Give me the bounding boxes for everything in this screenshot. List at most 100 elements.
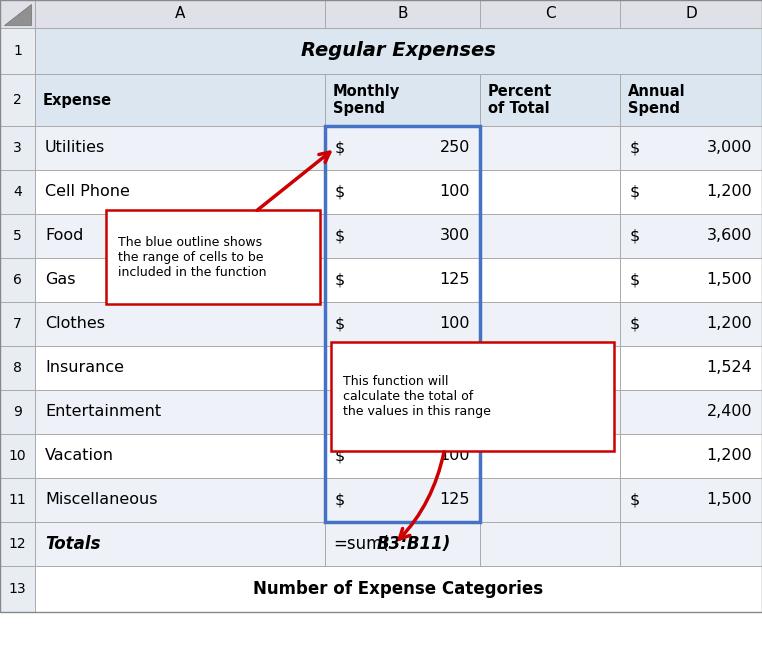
Bar <box>0 0 35 28</box>
Text: 6: 6 <box>13 273 22 287</box>
Text: $: $ <box>335 449 345 463</box>
Polygon shape <box>4 4 31 25</box>
Bar <box>0 434 35 478</box>
Bar <box>480 434 620 478</box>
Bar <box>325 390 480 434</box>
Bar <box>620 302 762 346</box>
Bar <box>325 170 480 214</box>
Bar <box>480 390 620 434</box>
Text: $: $ <box>335 140 345 156</box>
Text: 1,500: 1,500 <box>706 492 752 507</box>
Bar <box>35 214 325 258</box>
Text: =sum(: =sum( <box>333 535 389 553</box>
Bar <box>480 0 620 28</box>
Text: 12: 12 <box>8 537 27 551</box>
Text: Cell Phone: Cell Phone <box>45 185 130 200</box>
Bar <box>325 74 480 126</box>
Text: 100: 100 <box>440 185 470 200</box>
Text: 100: 100 <box>440 449 470 463</box>
Text: Food: Food <box>45 229 83 243</box>
Bar <box>620 478 762 522</box>
Bar <box>325 434 480 478</box>
FancyBboxPatch shape <box>106 210 320 304</box>
Text: $: $ <box>630 185 640 200</box>
Bar <box>480 522 620 566</box>
Bar <box>480 302 620 346</box>
Bar <box>480 346 620 390</box>
Text: 1,200: 1,200 <box>706 185 752 200</box>
Text: 3: 3 <box>13 141 22 155</box>
Text: Totals: Totals <box>45 535 101 553</box>
Bar <box>620 434 762 478</box>
Text: 8: 8 <box>13 361 22 375</box>
Bar <box>0 566 35 612</box>
Text: $: $ <box>335 492 345 507</box>
Bar <box>0 302 35 346</box>
Bar <box>0 522 35 566</box>
Bar <box>35 522 325 566</box>
Text: $: $ <box>630 140 640 156</box>
Bar <box>620 74 762 126</box>
Text: $: $ <box>335 273 345 287</box>
Bar <box>325 0 480 28</box>
Bar <box>325 126 480 170</box>
Text: The blue outline shows
the range of cells to be
included in the function: The blue outline shows the range of cell… <box>118 235 267 279</box>
Text: $: $ <box>335 316 345 331</box>
Text: Utilities: Utilities <box>45 140 105 156</box>
Bar <box>35 434 325 478</box>
Text: 3,600: 3,600 <box>706 229 752 243</box>
Text: 11: 11 <box>8 493 27 507</box>
Bar <box>0 258 35 302</box>
Bar <box>620 126 762 170</box>
Text: Gas: Gas <box>45 273 75 287</box>
Bar <box>620 0 762 28</box>
Text: Clothes: Clothes <box>45 316 105 331</box>
Bar <box>480 170 620 214</box>
Text: 1,200: 1,200 <box>706 449 752 463</box>
Bar <box>480 478 620 522</box>
Text: 2: 2 <box>13 93 22 107</box>
Text: 1,500: 1,500 <box>706 273 752 287</box>
Bar <box>325 258 480 302</box>
Text: $: $ <box>630 273 640 287</box>
Bar <box>35 0 325 28</box>
Text: $: $ <box>335 229 345 243</box>
Text: Miscellaneous: Miscellaneous <box>45 492 158 507</box>
Text: 3,000: 3,000 <box>706 140 752 156</box>
Text: 2,400: 2,400 <box>706 405 752 420</box>
Bar <box>325 478 480 522</box>
Text: 9: 9 <box>13 405 22 419</box>
Text: 1: 1 <box>13 44 22 58</box>
Bar <box>480 214 620 258</box>
Text: 5: 5 <box>13 229 22 243</box>
Bar <box>480 126 620 170</box>
Text: Regular Expenses: Regular Expenses <box>301 42 496 61</box>
Text: B3:B11): B3:B11) <box>377 535 451 553</box>
Text: D: D <box>685 7 697 22</box>
Bar <box>35 346 325 390</box>
Text: 100: 100 <box>440 316 470 331</box>
Bar <box>0 170 35 214</box>
Bar <box>35 302 325 346</box>
Text: Insurance: Insurance <box>45 360 124 376</box>
Bar <box>325 346 480 390</box>
Bar <box>35 28 762 74</box>
Bar <box>35 74 325 126</box>
Bar <box>0 478 35 522</box>
Text: Vacation: Vacation <box>45 449 114 463</box>
Bar <box>35 478 325 522</box>
FancyBboxPatch shape <box>331 342 614 451</box>
Bar <box>620 346 762 390</box>
Text: 10: 10 <box>8 449 27 463</box>
Text: 300: 300 <box>440 229 470 243</box>
Text: $: $ <box>630 229 640 243</box>
Text: 13: 13 <box>8 582 27 596</box>
Bar <box>35 566 762 612</box>
Bar <box>480 258 620 302</box>
Bar <box>620 258 762 302</box>
Text: $: $ <box>335 185 345 200</box>
Text: Annual
Spend: Annual Spend <box>628 84 686 116</box>
Text: B: B <box>397 7 408 22</box>
Bar <box>620 170 762 214</box>
Text: $: $ <box>630 492 640 507</box>
